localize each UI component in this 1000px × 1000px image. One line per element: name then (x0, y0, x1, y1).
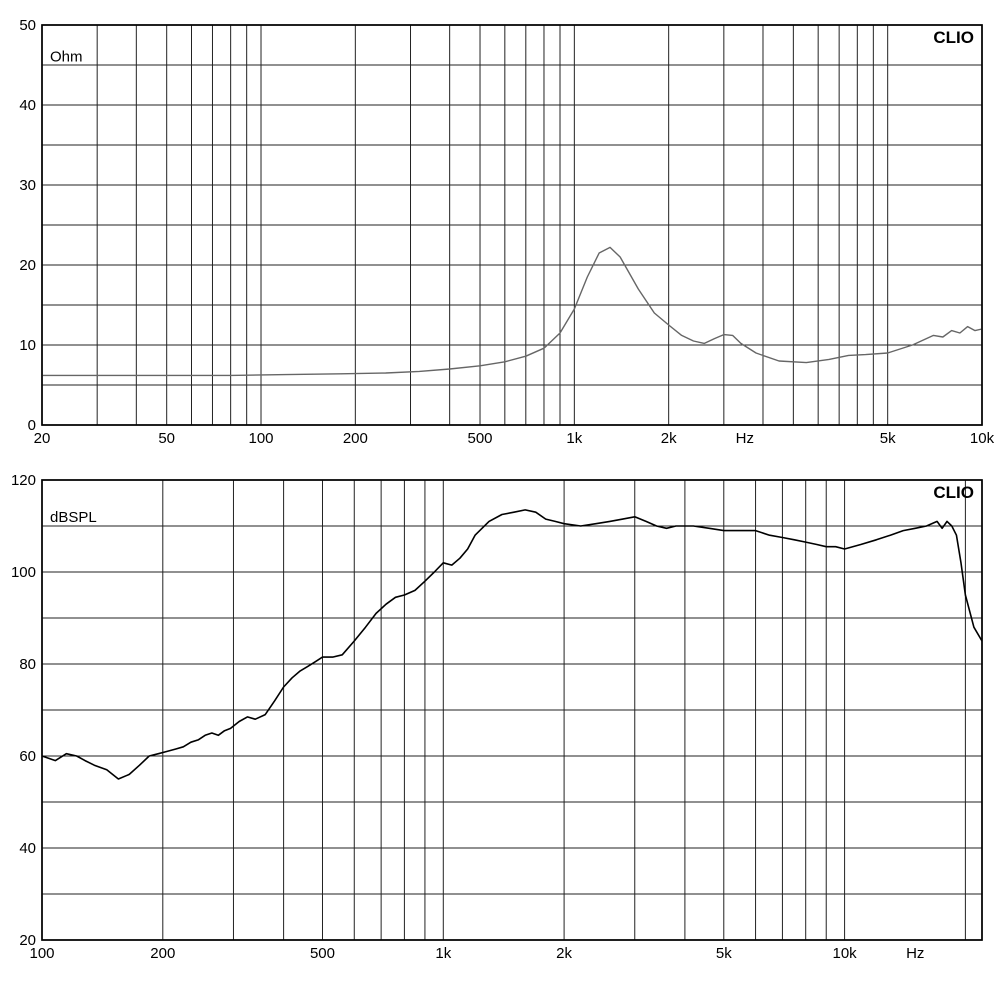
svg-text:Hz: Hz (736, 430, 754, 447)
svg-text:10k: 10k (970, 430, 995, 447)
watermark: CLIO (933, 28, 974, 47)
data-series (42, 247, 982, 375)
svg-text:1k: 1k (435, 945, 451, 962)
impedance-chart: 0102030405020501002005001k2k5k10kHzOhmCL… (0, 0, 1000, 460)
y-axis-label: Ohm (50, 49, 83, 66)
spl-chart: 204060801001201002005001k2k5k10kHzdBSPLC… (0, 460, 1000, 980)
svg-text:10: 10 (19, 337, 36, 354)
svg-text:5k: 5k (880, 430, 896, 447)
svg-text:50: 50 (158, 430, 175, 447)
svg-text:20: 20 (19, 257, 36, 274)
svg-text:500: 500 (468, 430, 493, 447)
svg-text:100: 100 (11, 564, 36, 581)
svg-text:Hz: Hz (906, 945, 924, 962)
svg-text:30: 30 (19, 177, 36, 194)
svg-text:60: 60 (19, 748, 36, 765)
svg-text:40: 40 (19, 97, 36, 114)
svg-text:500: 500 (310, 945, 335, 962)
svg-text:100: 100 (29, 945, 54, 962)
svg-text:5k: 5k (716, 945, 732, 962)
svg-text:40: 40 (19, 840, 36, 857)
watermark: CLIO (933, 483, 974, 502)
svg-text:50: 50 (19, 17, 36, 34)
svg-text:2k: 2k (556, 945, 572, 962)
svg-text:200: 200 (343, 430, 368, 447)
svg-text:1k: 1k (566, 430, 582, 447)
svg-text:120: 120 (11, 472, 36, 489)
y-axis-label: dBSPL (50, 509, 97, 526)
svg-text:10k: 10k (832, 945, 857, 962)
svg-text:80: 80 (19, 656, 36, 673)
data-series (42, 510, 982, 779)
svg-text:20: 20 (34, 430, 51, 447)
svg-text:100: 100 (248, 430, 273, 447)
svg-text:200: 200 (150, 945, 175, 962)
svg-text:2k: 2k (661, 430, 677, 447)
